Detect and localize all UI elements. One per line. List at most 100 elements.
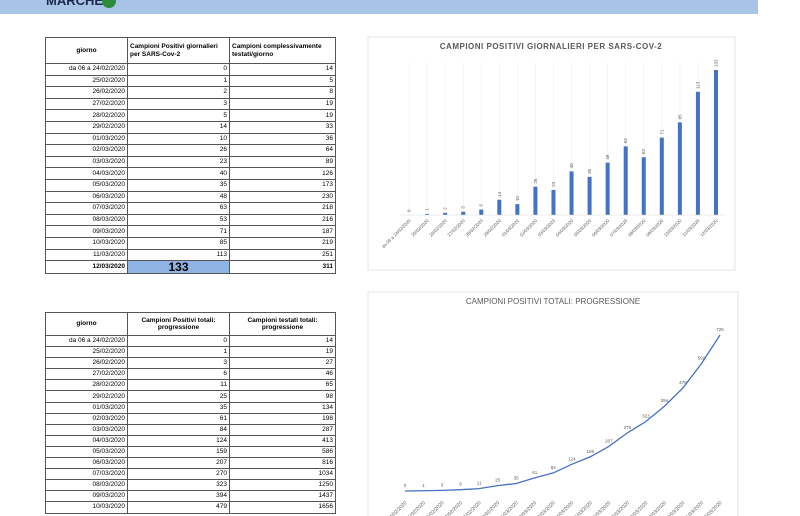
bar [713,70,718,215]
logo-icon [102,0,116,8]
bar [623,146,628,215]
cell: 64 [229,144,336,157]
data-label: 124 [568,456,576,461]
row: 29/02/2020 14 33 [45,120,336,134]
row: 12/03/2020 133 311 [45,260,336,275]
data-label: 14 [497,191,502,197]
data-label: 48 [605,154,610,160]
data-label: 725 [716,327,724,332]
data-label: 61 [532,470,538,475]
cell: 230 [229,190,336,204]
bar [677,122,682,215]
cell: 311 [229,260,336,275]
line [404,334,721,492]
row: 04/03/2020 40 126 [45,167,336,180]
cell: 89 [229,155,336,169]
cell: 219 [229,236,336,250]
row: 25/02/2020 1 19 [45,346,336,359]
row: 07/03/2020 63 218 [45,202,336,215]
data-label: 592 [698,356,706,361]
data-label: 3 [461,206,466,209]
data-label: 1 [422,483,425,488]
row: 03/03/2020 23 89 [45,155,336,169]
data-label: 0 [407,209,412,212]
cell: 12/03/2020 [45,260,128,275]
row: da 06 a 24/02/2020 0 14 [45,63,336,76]
data-label: 63 [623,138,628,144]
cell: 126 [229,167,336,180]
data-label: 394 [661,398,669,403]
row: 09/03/2020 71 187 [45,225,336,238]
cell: 1656 [229,501,336,514]
row: 28/02/2020 11 65 [45,379,336,392]
bar [443,212,448,215]
header-row: giorno Campioni Positivi totali: progress… [45,312,336,336]
cell: 36 [229,132,336,146]
bar [605,162,610,215]
bar [569,171,574,215]
header-cell: Campioni testati totali: progressione [229,312,336,336]
bar [641,157,646,215]
bar [425,213,430,215]
data-label: 10 [515,196,520,202]
cell: 05/03/2020 [45,178,128,192]
row: 26/02/2020 2 8 [45,86,336,99]
bar [587,176,592,215]
data-label: 113 [695,81,700,89]
row: 01/03/2020 10 36 [45,132,336,146]
row: 05/03/2020 35 173 [45,178,336,192]
cell: 07/03/2020 [45,202,128,215]
bar [479,209,484,215]
data-label: 23 [551,181,556,187]
chart-frame [367,36,736,271]
data-label: 5 [479,204,484,207]
data-label: 270 [624,425,632,430]
bar [515,204,520,215]
cell: 48 [127,190,230,204]
cell: 35 [127,178,230,192]
daily-table: giorno Campioni Positivi giornalieri per … [45,37,336,275]
row: 27/02/2020 3 19 [45,97,336,111]
header-bar: MARCHE [0,0,758,14]
cell: 187 [229,225,336,238]
data-label: 40 [569,163,574,169]
data-label: 133 [713,59,718,67]
header-row: giorno Campioni Positivi giornalieri per … [45,37,336,64]
data-label: 6 [459,482,462,487]
bar [551,189,556,215]
data-label: 323 [642,413,650,418]
cell: 08/03/2020 [45,213,128,227]
row: 02/03/2020 26 64 [45,144,336,157]
bar [497,199,502,215]
row: 10/03/2020 479 1656 [45,501,336,514]
cell: 01/03/2020 [45,132,128,146]
cell: 133 [127,260,230,275]
total-table: giorno Campioni Positivi totali: progress… [45,312,336,514]
bar [533,186,538,215]
bar [461,211,466,215]
cell: 06/03/2020 [45,190,128,204]
bar [659,137,664,215]
cell: 173 [229,178,336,192]
row: 25/02/2020 1 5 [45,74,336,88]
data-label: 207 [605,438,613,443]
data-label: 0 [404,483,407,488]
data-label: 53 [641,149,646,155]
data-label: 35 [587,168,592,174]
header-cell: Campioni Positivi giornalieri per SARS-C… [127,37,230,64]
row: 06/03/2020 48 230 [45,190,336,204]
data-label: 26 [533,178,538,184]
header-cell: Campioni complessivamente testati/giorno [229,37,336,64]
cell: 216 [229,213,336,227]
row: 03/03/2020 84 287 [45,423,336,436]
bar [695,91,700,215]
data-label: 479 [679,380,687,385]
row: 10/03/2020 85 219 [45,236,336,250]
cell: 33 [229,120,336,134]
cell: 218 [229,202,336,215]
row: 08/03/2020 323 1250 [45,479,336,492]
data-label: 3 [441,482,444,487]
chart-title: CAMPIONI POSITIVI TOTALI: PROGRESSIONE [466,297,640,306]
row: 05/03/2020 159 586 [45,445,336,459]
